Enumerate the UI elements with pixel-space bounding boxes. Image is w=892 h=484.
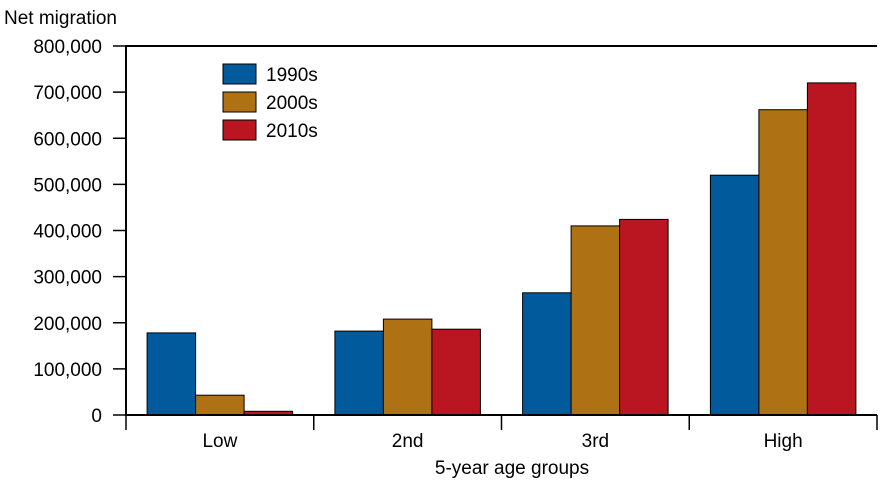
legend: 1990s 2000s 2010s <box>222 63 318 142</box>
legend-swatch-2010s <box>222 119 257 141</box>
y-axis-title: Net migration <box>4 8 117 29</box>
legend-swatch-2000s <box>222 91 257 113</box>
x-axis-title: 5-year age groups <box>435 458 589 479</box>
legend-label-1990s: 1990s <box>266 65 318 86</box>
y-tick-label: 300,000 <box>33 268 102 289</box>
plot-area <box>126 45 877 416</box>
y-tick-label: 400,000 <box>33 222 102 243</box>
bar-2010s-2nd <box>431 328 481 416</box>
y-tick-label: 600,000 <box>33 129 102 150</box>
y-tick-label: 500,000 <box>33 175 102 196</box>
bar-1990s-3rd <box>522 292 572 416</box>
bar-2010s-High <box>806 82 857 416</box>
x-tick-label: Low <box>202 431 237 452</box>
x-tick-label: 3rd <box>582 431 609 452</box>
bar-2000s-2nd <box>382 318 433 416</box>
bar-2010s-3rd <box>619 218 669 416</box>
y-tick-label: 700,000 <box>33 83 102 104</box>
bar-1990s-Low <box>146 332 197 416</box>
y-tick-label: 0 <box>91 406 102 427</box>
y-tick-label: 200,000 <box>33 314 102 335</box>
legend-swatch-1990s <box>222 63 257 85</box>
bar-1990s-High <box>709 174 760 416</box>
bar-2000s-Low <box>195 394 245 416</box>
legend-label-2010s: 2010s <box>266 121 318 142</box>
y-axis: 0 100,000 200,000 300,000 400,000 500,000 600,… <box>33 37 127 427</box>
bar-1990s-2nd <box>334 330 384 416</box>
x-tick-label: High <box>764 431 803 452</box>
x-tick-label: 2nd <box>392 431 424 452</box>
y-tick-label: 100,000 <box>33 360 102 381</box>
x-axis: Low 2nd 3rd High <box>125 414 878 452</box>
bar-2000s-3rd <box>570 225 621 416</box>
bar-2000s-High <box>758 109 808 416</box>
legend-label-2000s: 2000s <box>266 93 318 114</box>
y-tick-label: 800,000 <box>33 37 102 58</box>
